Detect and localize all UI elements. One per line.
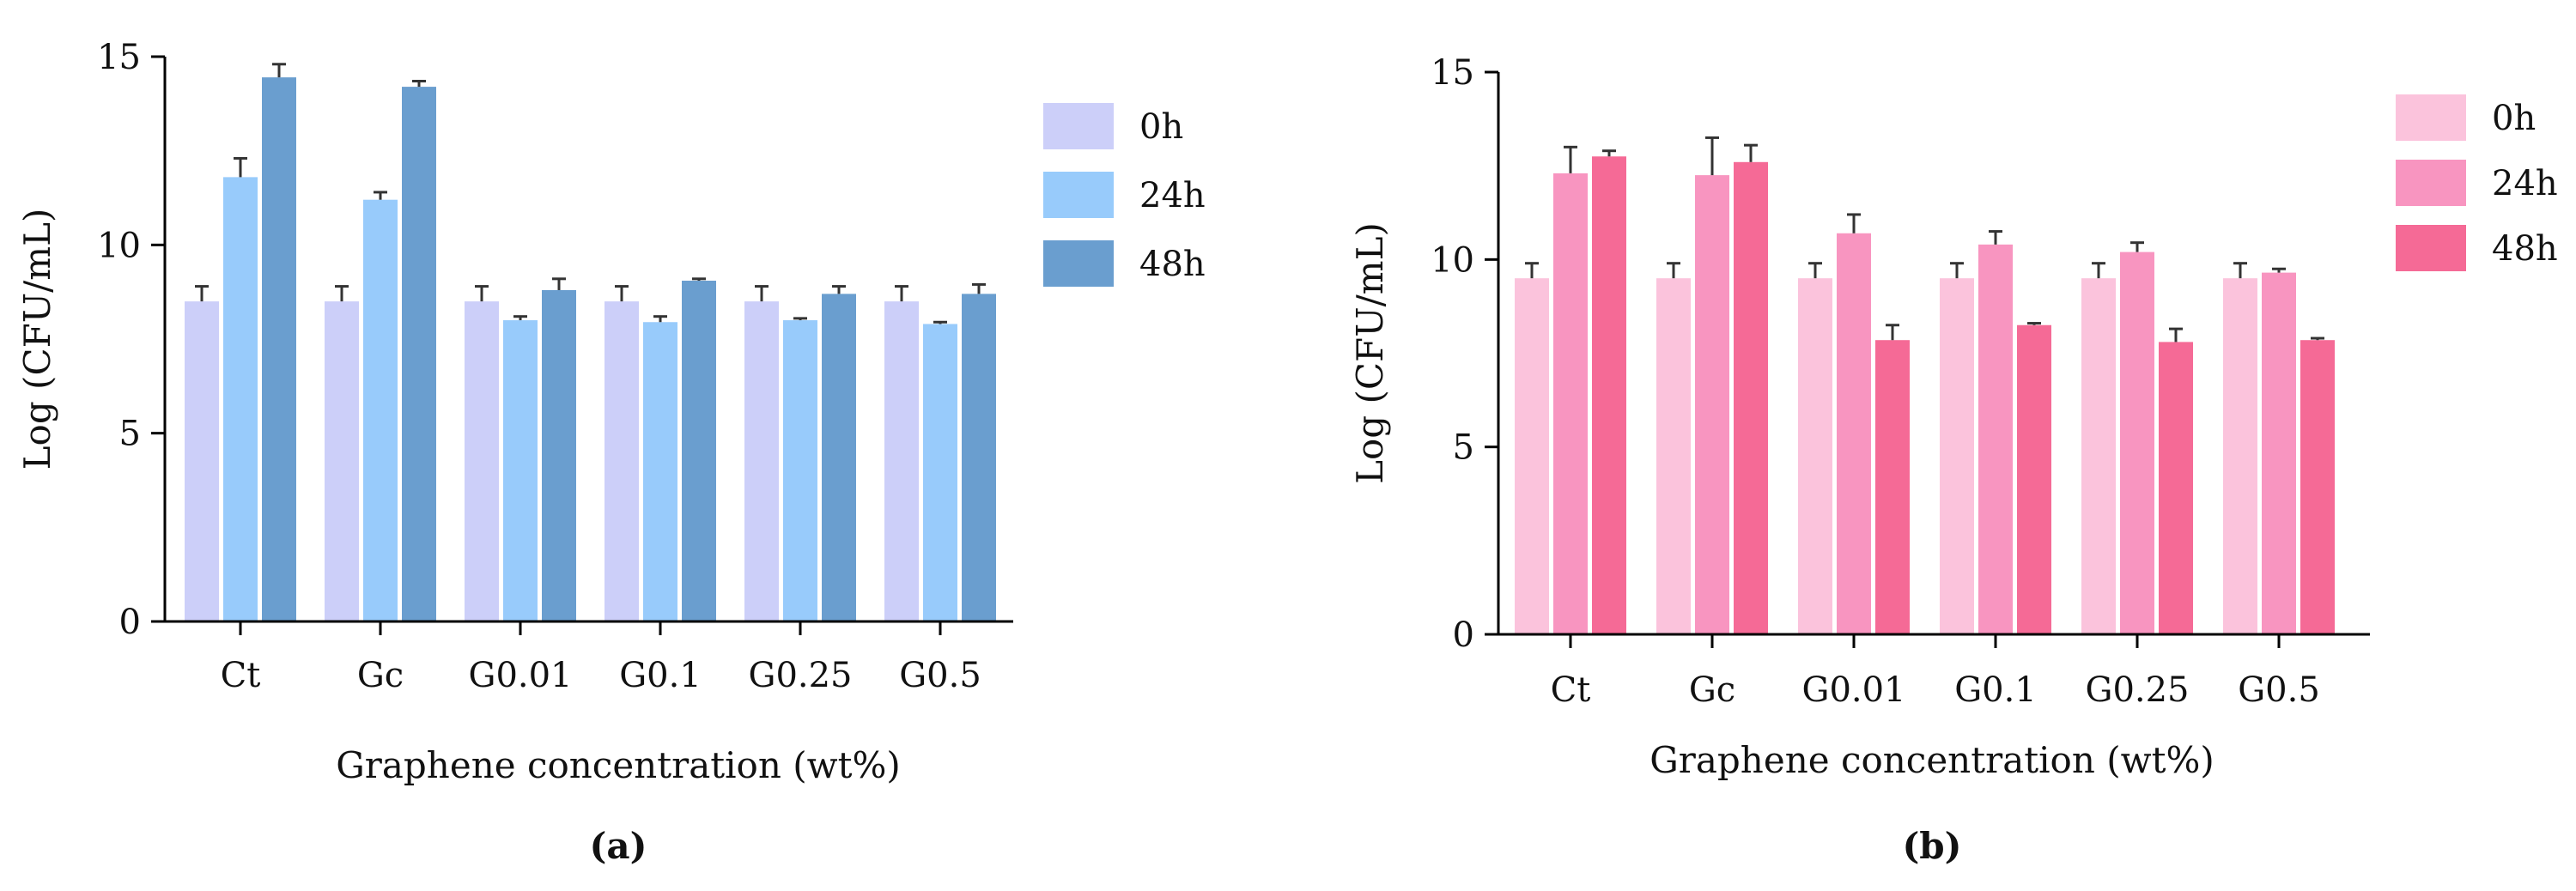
x-tick-label: G0.1 [619,656,702,695]
panel-label: (b) [1902,825,1961,867]
legend-label-48h: 48h [2492,229,2558,269]
legend-label-48h: 48h [1139,245,1206,284]
bar-Ct-48h [1592,156,1626,634]
bar-Gc-48h [402,87,436,622]
chart-panel-b: Ct Gc G0.01 G0.1 G0.25 G0.5 0 5 10 15 Graphene con… [1349,53,2558,867]
bar-G0.25-0h [2081,278,2116,634]
legend-swatch-48h [1043,240,1114,287]
legend-label-0h: 0h [1139,107,1183,147]
bar-G0.25-0h [744,301,779,621]
bar-G0.5-24h [923,324,957,621]
bar-Ct-0h [185,301,219,621]
panel-label: (a) [590,825,647,867]
legend-label-0h: 0h [2492,99,2536,138]
bar-Ct-24h [1553,173,1588,634]
bar-Gc-48h [1734,161,1768,635]
y-tick-label: 10 [97,226,141,265]
x-axis-title: Graphene concentration (wt%) [336,744,901,786]
bar-Gc-24h [1695,175,1729,635]
legend-label-24h: 24h [2492,164,2558,203]
bar-G0.5-0h [884,301,919,621]
x-tick-label: Ct [1551,670,1591,710]
bar-Gc-0h [1656,278,1691,634]
y-tick-label: 10 [1431,240,1474,280]
y-tick-label: 5 [119,415,141,454]
legend-swatch-48h [2396,225,2466,271]
bar-G0.01-0h [1798,278,1832,634]
bar-G0.5-48h [962,294,996,621]
bar-G0.01-24h [1837,233,1871,634]
bar-G0.01-48h [1875,340,1910,634]
x-tick-label: Gc [357,656,404,695]
bar-Ct-48h [262,77,296,622]
bar-G0.1-24h [1978,244,2013,634]
y-tick-label: 15 [97,38,141,77]
legend-swatch-0h [2396,94,2466,141]
bar-G0.1-48h [682,281,716,621]
x-tick-label: G0.5 [2238,670,2320,710]
y-axis-title: Log (CFU/mL) [1349,222,1391,484]
legend-label-24h: 24h [1139,176,1206,215]
x-tick-label: G0.01 [1801,670,1905,710]
y-tick-label: 0 [119,603,141,642]
bar-Gc-24h [363,199,398,621]
bar-G0.01-48h [542,289,576,621]
legend: 0h 24h 48h [1043,103,1206,287]
y-axis-title: Log (CFU/mL) [16,209,58,470]
bar-G0.1-0h [605,301,639,621]
bar-G0.25-48h [2159,342,2193,634]
bar-G0.1-24h [643,322,677,621]
y-tick-label: 0 [1453,615,1474,655]
bar-G0.25-24h [2120,252,2154,634]
bar-Gc-0h [325,301,359,621]
legend-swatch-24h [1043,172,1114,218]
legend-swatch-0h [1043,103,1114,149]
bar-G0.01-24h [503,320,538,621]
bar-G0.5-0h [2223,278,2257,634]
x-tick-label: G0.5 [899,656,981,695]
x-axis-title: Graphene concentration (wt%) [1649,739,2215,781]
bar-Ct-24h [223,177,258,621]
bar-G0.01-0h [465,301,499,621]
x-tick-label: G0.25 [2085,670,2189,710]
chart-panel-a: Ct Gc G0.01 G0.1 G0.25 G0.5 0 5 10 15 Graphene con… [16,38,1206,867]
y-tick-label: 15 [1431,53,1474,93]
x-tick-label: G0.25 [748,656,852,695]
legend-swatch-24h [2396,160,2466,206]
bar-Ct-0h [1515,278,1549,634]
x-tick-label: Ct [221,656,261,695]
bar-G0.25-24h [783,320,817,621]
bar-G0.5-48h [2300,340,2335,634]
legend: 0h 24h 48h [2396,94,2558,271]
bar-G0.1-48h [2017,324,2051,634]
y-tick-label: 5 [1453,428,1474,468]
bar-G0.5-24h [2262,272,2296,634]
x-tick-label: G0.01 [468,656,572,695]
x-tick-label: G0.1 [1954,670,2037,710]
bar-G0.1-0h [1940,278,1974,634]
x-tick-label: Gc [1689,670,1735,710]
bar-G0.25-48h [822,294,856,621]
